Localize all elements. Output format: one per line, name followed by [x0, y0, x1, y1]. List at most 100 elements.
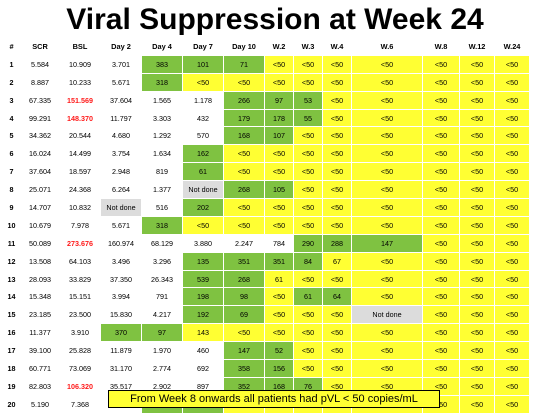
viral-load-cell: 13.508 — [21, 252, 59, 270]
viral-load-cell: <50 — [495, 91, 529, 109]
viral-load-cell: 107 — [265, 127, 293, 145]
viral-load-cell: <50 — [294, 342, 322, 360]
viral-load-cell: <50 — [224, 199, 264, 216]
viral-load-cell: 10.233 — [60, 73, 100, 91]
column-header: Day 7 — [193, 41, 213, 51]
viral-load-cell: 135 — [183, 252, 223, 270]
viral-load-cell: 37.604 — [101, 91, 141, 109]
viral-load-cell: 1.178 — [183, 91, 223, 109]
patient-number-cell: 3 — [3, 91, 20, 109]
viral-load-cell: <50 — [183, 216, 223, 234]
column-header: Day 10 — [232, 41, 256, 51]
viral-load-cell: 147 — [352, 234, 422, 252]
viral-load-cell: <50 — [352, 288, 422, 306]
viral-load-cell: 101 — [183, 55, 223, 73]
viral-load-cell: <50 — [460, 270, 494, 288]
viral-load-cell: 98 — [224, 288, 264, 306]
viral-load-cell: 5.671 — [101, 73, 141, 91]
viral-load-cell: 819 — [142, 163, 182, 181]
viral-load-cell: 37.604 — [21, 163, 59, 181]
viral-load-cell: <50 — [294, 73, 322, 91]
viral-load-cell: 60.771 — [21, 360, 59, 377]
viral-load-cell: <50 — [352, 91, 422, 109]
viral-load-cell: 318 — [142, 216, 182, 234]
viral-load-cell: 61 — [294, 288, 322, 306]
viral-load-cell: 2.948 — [101, 163, 141, 181]
viral-load-cell: <50 — [495, 181, 529, 199]
viral-load-cell: 55 — [294, 109, 322, 127]
viral-load-cell: <50 — [323, 306, 351, 324]
viral-load-cell: <50 — [323, 127, 351, 145]
viral-load-cell: 64.103 — [60, 252, 100, 270]
viral-load-cell: <50 — [352, 360, 422, 377]
viral-load-cell: <50 — [323, 181, 351, 199]
viral-load-cell: 2.774 — [142, 360, 182, 377]
viral-load-cell: <50 — [323, 342, 351, 360]
viral-load-cell: 273.676 — [60, 234, 100, 252]
table-row: 1 5.584 10.909 3.701 383 101 71 <50 <50 <50 <50 <50… — [3, 55, 529, 73]
viral-load-cell: 147 — [224, 342, 264, 360]
viral-load-cell: <50 — [265, 306, 293, 324]
viral-load-cell: <50 — [265, 199, 293, 216]
viral-load-cell: <50 — [352, 73, 422, 91]
viral-load-cell: 179 — [224, 109, 264, 127]
viral-load-cell: <50 — [423, 252, 459, 270]
viral-load-cell: <50 — [495, 216, 529, 234]
viral-load-cell: 460 — [183, 342, 223, 360]
patient-number-cell: 6 — [3, 145, 20, 163]
column-header: W.8 — [434, 41, 448, 51]
viral-load-cell: <50 — [495, 199, 529, 216]
viral-load-cell: <50 — [294, 270, 322, 288]
viral-load-cell: <50 — [352, 199, 422, 216]
viral-load-cell: <50 — [352, 145, 422, 163]
viral-load-cell: <50 — [460, 163, 494, 181]
viral-load-cell: 71 — [224, 55, 264, 73]
table-body: 1 5.584 10.909 3.701 383 101 71 <50 <50 <50 <50 <50… — [3, 55, 529, 413]
table-row: 11 50.089 273.676 160.974 68.129 3.880 2.247 78… — [3, 234, 529, 252]
viral-load-cell: 268 — [224, 181, 264, 199]
viral-load-cell: <50 — [495, 55, 529, 73]
viral-load-cell: 192 — [183, 306, 223, 324]
viral-load-cell: 26.343 — [142, 270, 182, 288]
viral-load-cell: 370 — [101, 324, 141, 342]
viral-load-cell: 105 — [265, 181, 293, 199]
viral-load-cell: <50 — [323, 199, 351, 216]
viral-load-cell: <50 — [423, 163, 459, 181]
viral-load-cell: 3.910 — [60, 324, 100, 342]
viral-load-cell: <50 — [323, 73, 351, 91]
table-row: 9 14.707 10.832 Not done 516 202 <50 <50 <50 <50 <… — [3, 199, 529, 216]
viral-load-cell: <50 — [294, 324, 322, 342]
patient-number-cell: 10 — [3, 216, 20, 234]
viral-load-cell: <50 — [352, 342, 422, 360]
viral-load-cell: 1.292 — [142, 127, 182, 145]
viral-load-cell: <50 — [423, 342, 459, 360]
viral-load-cell: 10.679 — [21, 216, 59, 234]
viral-load-cell: <50 — [323, 360, 351, 377]
table-row: 4 99.291 148.370 11.797 3.303 432 179 178 55 <50 <… — [3, 109, 529, 127]
viral-load-cell: <50 — [495, 360, 529, 377]
viral-load-cell: <50 — [423, 216, 459, 234]
viral-load-cell: 31.170 — [101, 360, 141, 377]
viral-load-cell: 3.994 — [101, 288, 141, 306]
viral-load-cell: 3.880 — [183, 234, 223, 252]
table-row: 17 39.100 25.828 11.879 1.970 460 147 52 <50 <50 <… — [3, 342, 529, 360]
viral-load-cell: 151.569 — [60, 91, 100, 109]
viral-load-cell: 16.024 — [21, 145, 59, 163]
viral-load-cell: 160.974 — [101, 234, 141, 252]
viral-load-cell: <50 — [352, 252, 422, 270]
column-header: W.12 — [468, 41, 486, 51]
column-header: W.4 — [330, 41, 344, 51]
viral-load-cell: <50 — [323, 270, 351, 288]
patient-number-cell: 8 — [3, 181, 20, 199]
viral-load-cell: <50 — [294, 216, 322, 234]
viral-load-cell: <50 — [265, 55, 293, 73]
patient-number-cell: 17 — [3, 342, 20, 360]
viral-load-cell: <50 — [352, 181, 422, 199]
viral-load-cell: 156 — [265, 360, 293, 377]
viral-load-cell: 162 — [183, 145, 223, 163]
table-row: 14 15.348 15.151 3.994 791 198 98 <50 61 64 <50 <50… — [3, 288, 529, 306]
viral-load-cell: <50 — [323, 163, 351, 181]
column-header: W.24 — [503, 41, 521, 51]
viral-load-cell: <50 — [352, 324, 422, 342]
table-row: 6 16.024 14.499 3.754 1.634 162 <50 <50 <50 <50 <5… — [3, 145, 529, 163]
